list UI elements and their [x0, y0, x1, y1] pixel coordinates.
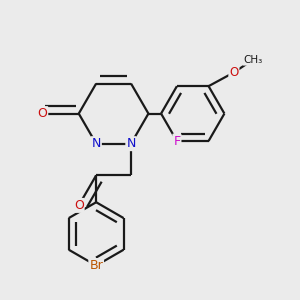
Text: O: O [229, 66, 239, 79]
Text: F: F [173, 134, 181, 148]
Text: N: N [126, 137, 136, 150]
Text: O: O [38, 107, 47, 120]
Text: O: O [74, 199, 84, 212]
Text: Br: Br [89, 259, 103, 272]
Text: CH₃: CH₃ [243, 55, 262, 65]
Text: N: N [92, 137, 101, 150]
